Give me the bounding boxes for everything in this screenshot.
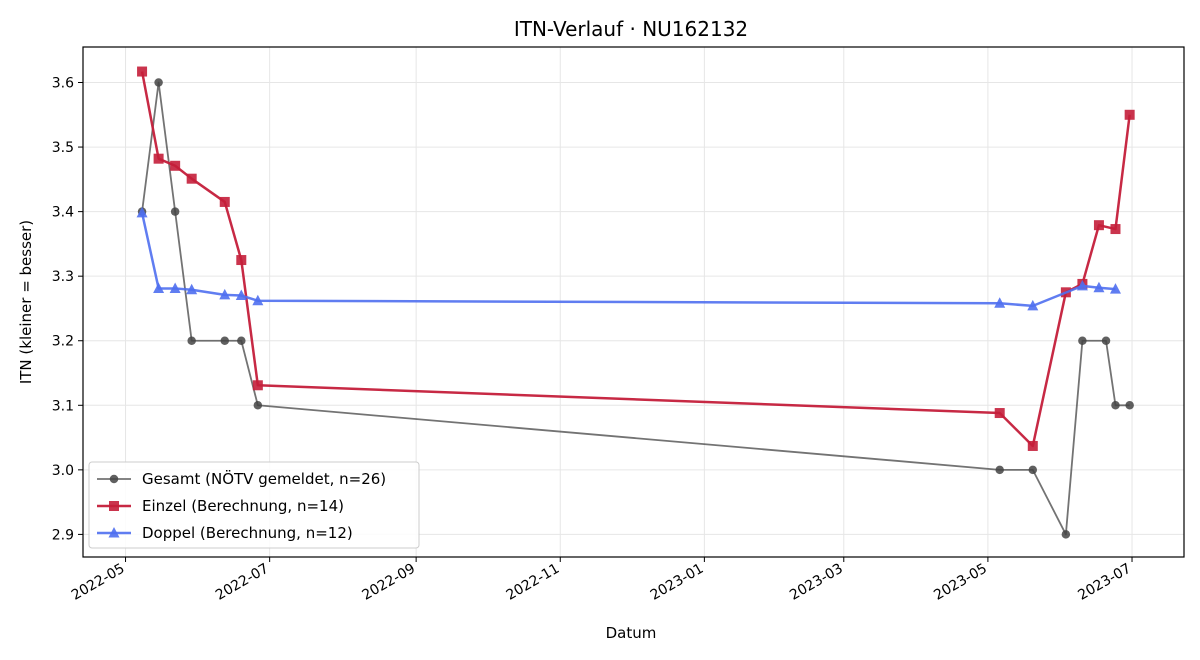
x-tick-label: 2022-09 (359, 561, 418, 604)
y-tick-label: 3.5 (52, 140, 74, 156)
x-tick-label: 2022-11 (504, 561, 563, 604)
data-point-gesamt (154, 78, 163, 87)
y-tick-label: 3.4 (52, 205, 74, 221)
data-point-einzel (170, 160, 181, 171)
data-point-doppel (1109, 283, 1121, 294)
data-point-doppel (1027, 299, 1039, 311)
y-axis-ticks: 2.9 3.0 3.1 3.2 3.3 3.4 3.5 3.6 (52, 76, 83, 543)
series-line-doppel (140, 212, 1116, 308)
y-tick-label: 3.6 (52, 76, 74, 92)
x-tick-label: 2023-03 (787, 561, 846, 604)
data-point-gesamt (995, 465, 1004, 475)
data-point-doppel (219, 288, 231, 300)
data-point-gesamt (1101, 336, 1111, 345)
legend: Gesamt (NÖTV gemeldet, n=26) Einzel (Bere… (88, 461, 420, 549)
legend-marker-gesamt (109, 474, 119, 484)
y-tick-label: 3.2 (52, 334, 74, 350)
data-point-einzel (1110, 224, 1121, 235)
data-point-gesamt (220, 336, 230, 345)
y-tick-label: 3.1 (52, 398, 74, 414)
series-einzel (137, 66, 1135, 451)
data-point-gesamt (237, 336, 246, 345)
legend-label-doppel: Doppel (Berechnung, n=12) (142, 524, 353, 542)
data-point-einzel (252, 380, 263, 391)
data-point-gesamt (1061, 530, 1071, 539)
data-point-doppel (1093, 281, 1105, 293)
data-point-doppel (235, 289, 247, 301)
y-tick-label: 3.0 (52, 463, 74, 479)
data-point-einzel (1124, 109, 1135, 120)
data-point-gesamt (1125, 401, 1134, 410)
x-tick-label: 2023-07 (1075, 561, 1134, 604)
x-tick-label: 2022-07 (213, 561, 272, 604)
series-line-einzel (140, 71, 1131, 448)
x-tick-label: 2023-01 (648, 561, 707, 604)
x-axis-ticks: 2022-05 2022-07 2022-09 2022-11 2023-01 2023-… (69, 557, 1134, 604)
data-point-gesamt (1111, 401, 1120, 410)
y-tick-label: 2.9 (52, 527, 74, 543)
legend-marker-einzel (109, 501, 119, 511)
data-point-doppel (252, 294, 264, 306)
chart-title: ITN-Verlauf · NU162132 (514, 17, 748, 41)
data-point-einzel (186, 173, 197, 184)
legend-marker-doppel (108, 527, 120, 538)
series-gesamt (137, 78, 1134, 539)
legend-label-einzel: Einzel (Berechnung, n=14) (142, 497, 344, 515)
x-axis-label: Datum (606, 624, 657, 642)
data-point-doppel (994, 297, 1006, 308)
data-point-gesamt (187, 336, 196, 345)
data-point-einzel (219, 196, 230, 207)
series-doppel (136, 206, 1121, 311)
data-point-einzel (153, 153, 164, 164)
data-point-gesamt (170, 207, 180, 216)
legend-label-gesamt: Gesamt (NÖTV gemeldet, n=26) (142, 469, 386, 488)
x-tick-label: 2022-05 (69, 561, 128, 604)
data-point-doppel (186, 283, 198, 295)
plot-frame (82, 46, 1185, 558)
data-point-einzel (1027, 440, 1038, 451)
x-tick-label: 2023-05 (931, 561, 990, 604)
data-point-gesamt (1078, 336, 1087, 345)
data-point-doppel (136, 206, 148, 218)
data-point-einzel (236, 255, 247, 266)
data-point-doppel (1076, 279, 1088, 291)
legend-box (88, 461, 420, 549)
data-point-einzel (137, 66, 148, 77)
data-point-gesamt (253, 401, 263, 410)
data-point-gesamt (1028, 465, 1038, 475)
data-point-einzel (994, 408, 1005, 419)
data-point-doppel (153, 282, 165, 293)
data-point-doppel (169, 282, 181, 293)
y-tick-label: 3.3 (52, 269, 74, 285)
data-point-einzel (1093, 220, 1104, 231)
y-axis-label: ITN (kleiner = besser) (17, 220, 35, 384)
series-layer (136, 66, 1135, 539)
